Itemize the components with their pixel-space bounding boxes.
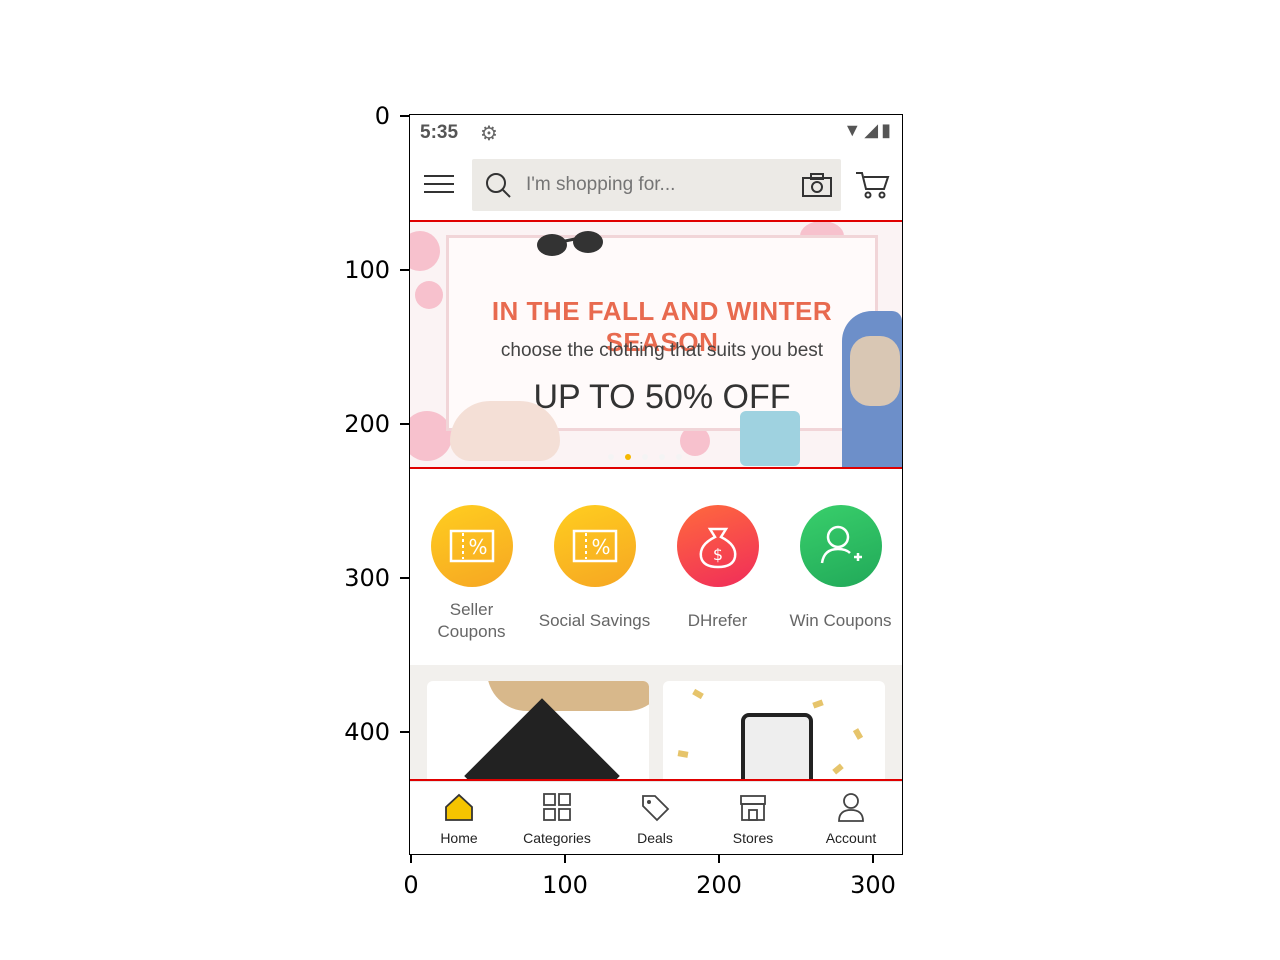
y-tick [400, 731, 409, 733]
nav-stores[interactable]: Stores [704, 790, 802, 846]
search-bar[interactable] [472, 159, 841, 211]
x-tick [718, 854, 720, 863]
quick-link-social-savings[interactable]: % Social Savings [533, 505, 656, 632]
user-icon [838, 793, 864, 822]
quick-link-win-coupons[interactable]: Win Coupons [779, 505, 902, 632]
nav-categories[interactable]: Categories [508, 790, 606, 846]
shoes-image [450, 401, 560, 461]
y-tick [400, 577, 409, 579]
x-tick-label: 300 [850, 871, 896, 899]
tag-icon [642, 795, 670, 822]
confetti-decoration [852, 728, 864, 740]
flower-decoration [410, 411, 452, 461]
quick-link-seller-coupons[interactable]: % Seller Coupons [410, 505, 533, 643]
confetti-decoration [692, 688, 704, 700]
banner-card: IN THE FALL AND WINTER SEASON choose the… [446, 235, 878, 431]
x-tick-label: 0 [403, 871, 419, 899]
wifi-icon: ▼ [843, 120, 865, 140]
home-icon [445, 793, 473, 821]
x-tick-label: 200 [696, 871, 742, 899]
add-user-icon [799, 505, 882, 587]
svg-text:%: % [591, 535, 610, 559]
flower-decoration [415, 281, 443, 309]
confetti-decoration [832, 763, 844, 775]
cart-icon[interactable] [854, 169, 890, 199]
banner-offer: UP TO 50% OFF [533, 378, 791, 416]
confetti-decoration [812, 699, 824, 709]
nav-home[interactable]: Home [410, 790, 508, 846]
highlight-line [410, 467, 902, 469]
svg-text:$: $ [712, 545, 722, 564]
menu-icon[interactable] [424, 169, 454, 199]
carousel-dot[interactable] [608, 454, 614, 460]
bottom-nav: Home Categories Deals Stores Account [410, 781, 902, 854]
confetti-decoration [677, 750, 689, 758]
x-tick [410, 854, 412, 863]
gear-icon: ⚙ [480, 123, 498, 145]
carousel-dot-active[interactable] [625, 454, 631, 460]
x-tick-label: 100 [542, 871, 588, 899]
x-tick [872, 854, 874, 863]
search-input[interactable] [524, 173, 798, 197]
sunglasses-image [537, 231, 603, 256]
highlight-line [410, 779, 902, 781]
carousel-dot[interactable] [676, 454, 682, 460]
nav-account[interactable]: Account [802, 790, 900, 846]
handbag-image [740, 411, 800, 466]
store-icon [740, 795, 766, 821]
y-tick-label: 300 [344, 564, 390, 592]
nav-label: Home [440, 830, 478, 846]
carousel-dot[interactable] [659, 454, 665, 460]
status-icons: ▼◢▮ [843, 120, 894, 141]
phone-screenshot-axes: 5:35 ⚙ ▼◢▮ [410, 115, 902, 854]
x-tick [564, 854, 566, 863]
nav-label: Stores [732, 830, 774, 846]
fur-collar-image [850, 336, 900, 406]
status-bar: 5:35 ⚙ ▼◢▮ [410, 115, 902, 151]
quick-link-dhrefer[interactable]: $ DHrefer [656, 505, 779, 632]
promo-banner[interactable]: IN THE FALL AND WINTER SEASON choose the… [410, 221, 902, 468]
camera-icon[interactable] [801, 171, 833, 199]
flower-decoration [410, 231, 440, 271]
battery-icon: ▮ [881, 120, 894, 140]
carousel-dots[interactable] [608, 447, 693, 465]
promo-cards [410, 665, 902, 801]
quick-link-label: DHrefer [687, 611, 748, 630]
y-tick-label: 400 [344, 718, 390, 746]
svg-text:%: % [468, 535, 487, 559]
nav-deals[interactable]: Deals [606, 790, 704, 846]
status-time: 5:35 [420, 122, 459, 143]
quick-link-label: Win Coupons [789, 611, 892, 630]
ribbon-image [487, 681, 649, 711]
banner-title: IN THE FALL AND WINTER SEASON [491, 296, 833, 357]
y-tick-label: 0 [374, 102, 390, 130]
coupon-icon: % [430, 505, 513, 587]
flower-decoration [680, 426, 710, 456]
nav-label: Deals [637, 830, 673, 846]
y-tick-label: 100 [344, 256, 390, 284]
y-tick [400, 269, 409, 271]
phone-screen: 5:35 ⚙ ▼◢▮ [410, 115, 902, 854]
y-tick-label: 200 [344, 410, 390, 438]
top-bar [410, 151, 902, 219]
quick-links: % Seller Coupons % Social Savings $ DHre… [410, 470, 902, 665]
quick-link-label: Social Savings [538, 611, 651, 630]
banner-subtitle: choose the clothing that suits you best [500, 340, 824, 361]
carousel-dot[interactable] [642, 454, 648, 460]
y-tick [400, 423, 409, 425]
money-bag-icon: $ [676, 505, 759, 587]
search-icon [486, 173, 511, 198]
quick-link-label: Seller Coupons [437, 600, 506, 641]
grid-icon [543, 793, 571, 821]
nav-label: Account [825, 830, 877, 846]
nav-label: Categories [523, 830, 591, 846]
signal-icon: ◢ [864, 120, 882, 140]
highlight-line [410, 220, 902, 222]
coupon-icon: % [553, 505, 636, 587]
y-tick [400, 115, 409, 117]
